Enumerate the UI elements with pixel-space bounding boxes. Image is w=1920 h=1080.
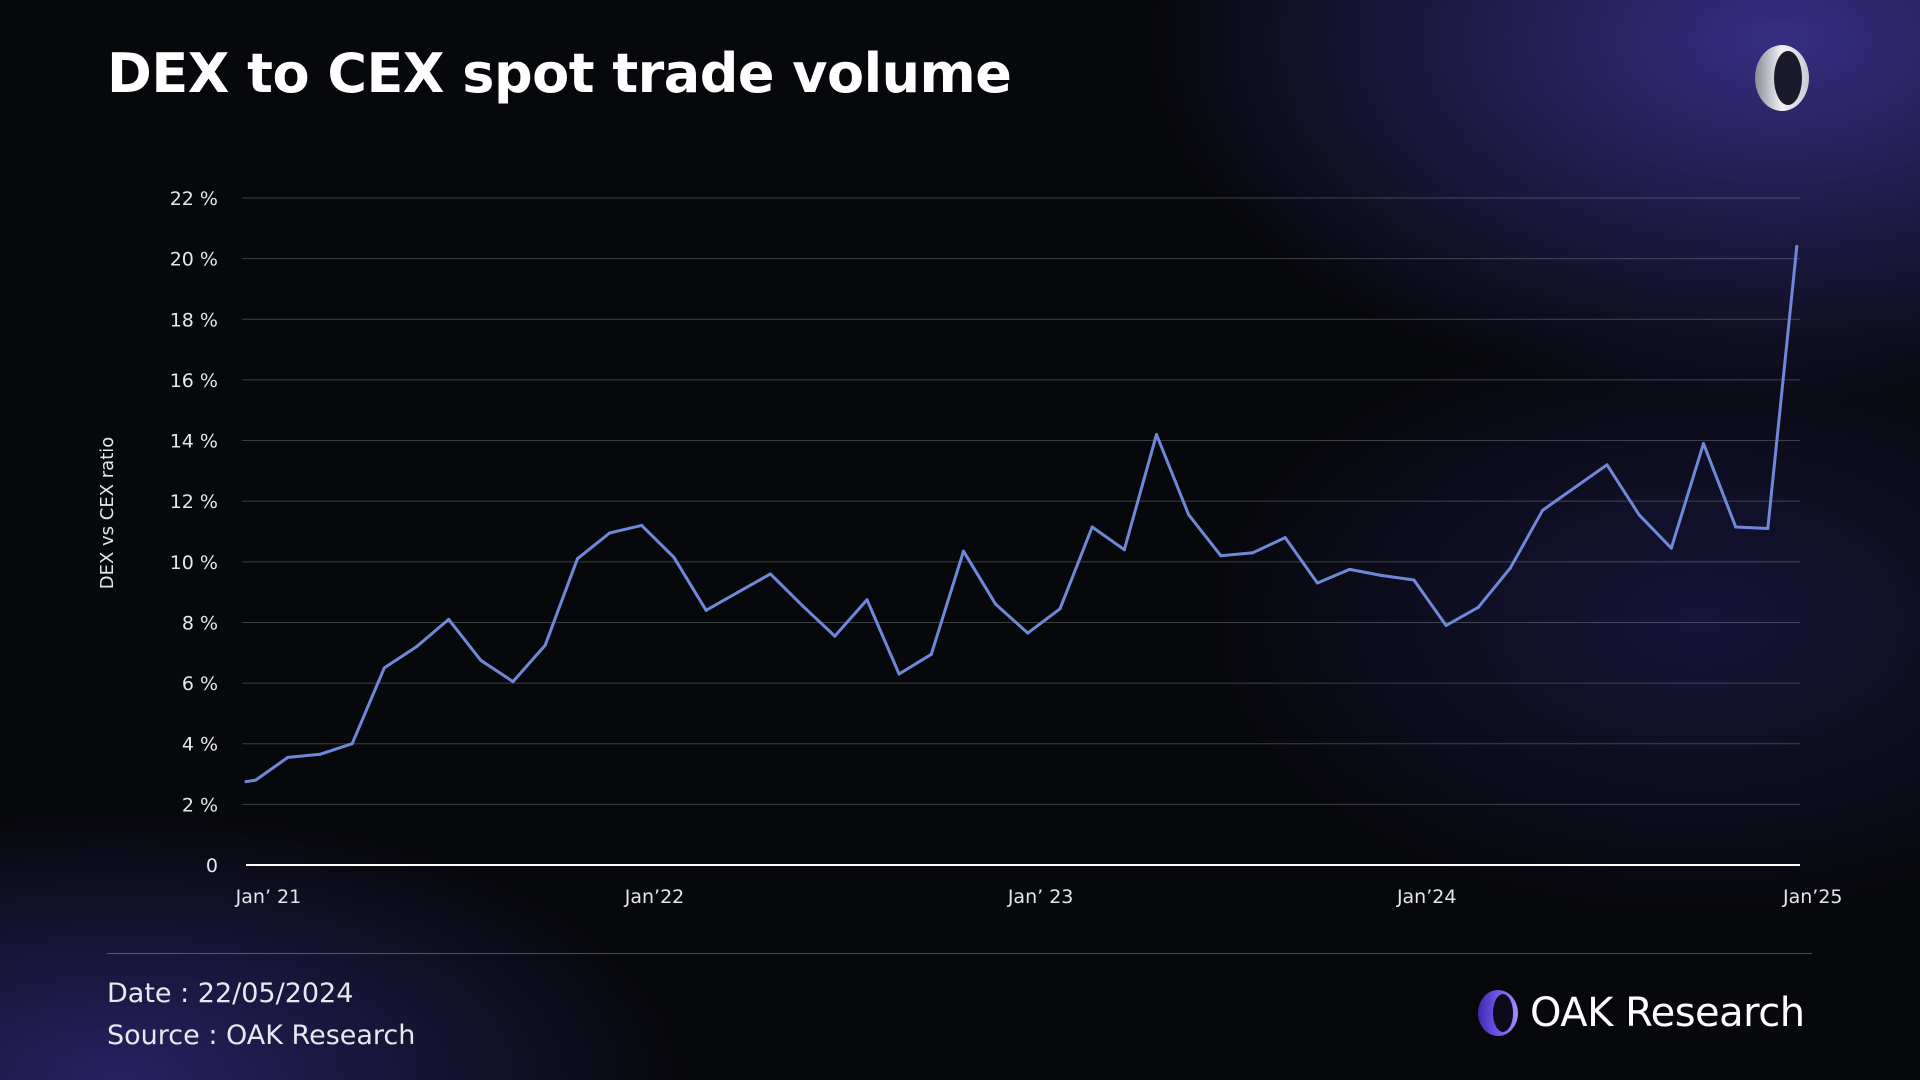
data-point <box>1541 508 1545 512</box>
data-point <box>1122 548 1126 552</box>
data-point <box>608 531 612 535</box>
data-point <box>1187 513 1191 517</box>
data-point <box>575 557 579 561</box>
data-point <box>1795 245 1799 249</box>
x-tick-label: Jan’25 <box>1782 886 1843 908</box>
oak-logo-icon <box>1755 45 1809 111</box>
y-tick-label: 14 % <box>170 431 218 453</box>
data-point <box>415 645 419 649</box>
data-point <box>1669 546 1673 550</box>
brand-word-research: Research <box>1625 990 1805 1036</box>
data-point <box>704 608 708 612</box>
data-point <box>254 778 258 782</box>
data-point <box>961 549 965 553</box>
data-point <box>1219 554 1223 558</box>
data-point <box>1701 442 1705 446</box>
data-point <box>382 666 386 670</box>
data-point <box>1380 573 1384 577</box>
y-tick-label: 16 % <box>170 370 218 392</box>
data-point <box>1283 536 1287 540</box>
x-tick-label: Jan’22 <box>624 886 685 908</box>
data-point <box>1444 623 1448 627</box>
y-tick-label: 8 % <box>182 612 218 634</box>
y-tick-label: 0 <box>206 855 218 877</box>
data-point <box>511 680 515 684</box>
data-point <box>833 634 837 638</box>
y-tick-label: 6 % <box>182 673 218 695</box>
footer-divider <box>107 953 1812 954</box>
data-point <box>1090 525 1094 529</box>
oak-logo-icon <box>1478 990 1518 1036</box>
brand-name: OAK Research <box>1530 990 1805 1036</box>
data-point <box>1637 513 1641 517</box>
data-point <box>929 652 933 656</box>
y-tick-label: 10 % <box>170 552 218 574</box>
data-point <box>1026 631 1030 635</box>
data-point <box>865 598 869 602</box>
data-point <box>479 658 483 662</box>
data-point <box>447 617 451 621</box>
line-chart: 0 2 % 4 % 6 % 8 % 10 % 12 % 14 % 16 % 18 % 20 % 22 … <box>97 188 1843 908</box>
y-axis-label: DEX vs CEX ratio <box>97 437 118 590</box>
data-point <box>1573 486 1577 490</box>
y-tick-label: 12 % <box>170 491 218 513</box>
data-point <box>244 780 248 784</box>
data-point <box>1508 566 1512 570</box>
footer-date: Date : 22/05/2024 <box>107 978 354 1009</box>
data-point <box>1412 578 1416 582</box>
y-tick-label: 18 % <box>170 309 218 331</box>
data-point <box>1605 463 1609 467</box>
data-point <box>1734 525 1738 529</box>
data-point <box>897 672 901 676</box>
x-tick-label: Jan’24 <box>1396 886 1457 908</box>
data-point <box>640 523 644 527</box>
data-point <box>543 643 547 647</box>
x-tick-label: Jan’ 21 <box>235 886 302 908</box>
y-tick-label: 20 % <box>170 249 218 271</box>
x-tick-label: Jan’ 23 <box>1007 886 1074 908</box>
data-point <box>768 572 772 576</box>
y-tick-label: 4 % <box>182 734 218 756</box>
data-point <box>350 742 354 746</box>
data-point <box>1766 526 1770 530</box>
brand-word-oak: OAK <box>1530 990 1613 1036</box>
data-point <box>1251 551 1255 555</box>
data-point <box>994 602 998 606</box>
brand-logo: OAK Research <box>1476 986 1805 1040</box>
data-point <box>1348 567 1352 571</box>
data-point <box>1155 432 1159 436</box>
data-point <box>1476 605 1480 609</box>
series-line <box>244 245 1799 784</box>
data-point <box>1315 581 1319 585</box>
data-point <box>318 752 322 756</box>
chart-title: DEX to CEX spot trade volume <box>107 42 1012 105</box>
data-point <box>286 755 290 759</box>
data-point <box>736 590 740 594</box>
footer-source: Source : OAK Research <box>107 1020 416 1051</box>
data-point <box>1058 607 1062 611</box>
y-tick-label: 2 % <box>182 794 218 816</box>
data-point <box>672 555 676 559</box>
data-point <box>801 604 805 608</box>
y-tick-label: 22 % <box>170 188 218 210</box>
